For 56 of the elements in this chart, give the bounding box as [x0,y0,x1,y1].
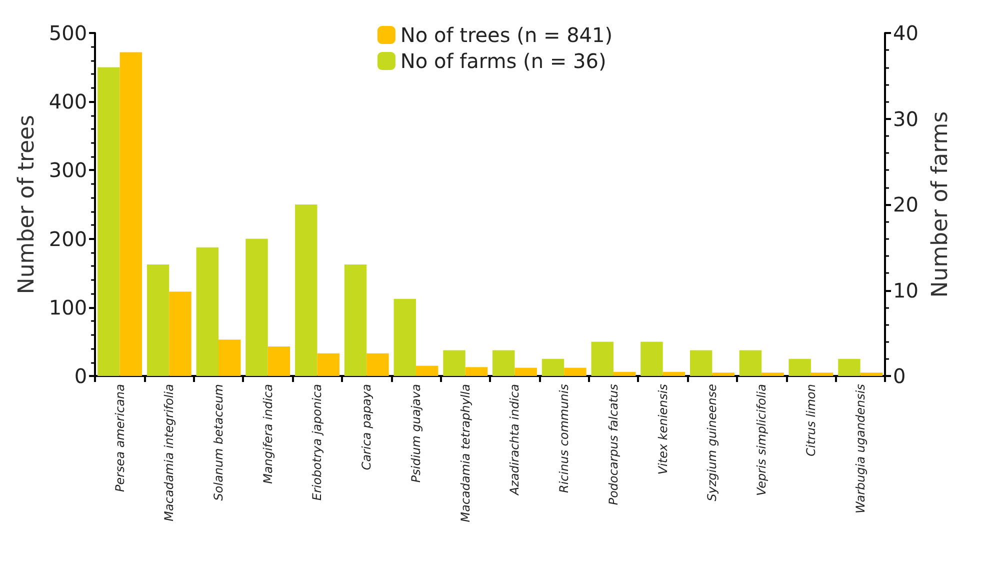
y-tick-label: 300 [48,158,88,182]
x-tick-label: Ricinus communis [557,384,572,493]
bar [788,358,811,376]
bar [860,372,883,376]
bar [218,340,241,376]
x-tick-label: Vitex keniensis [656,384,670,475]
y2-axis-title: Number of farms [928,111,953,298]
y2-tick-label: 20 [893,192,918,216]
x-tick-label: Solanum betaceum [212,384,226,501]
bar [492,350,515,376]
y-tick-label: 400 [48,90,88,114]
bar [317,353,340,376]
bar [416,366,438,376]
x-tick-label: Macadamia tetraphylla [458,384,472,522]
x-tick-label: Persea americana [112,384,127,492]
y2-tick-label: 0 [893,364,906,388]
bar [268,346,290,376]
x-tick-label: Macadamia integrifolia [162,384,176,522]
x-tick-label: Psidium guajava [408,384,423,483]
legend-label: No of trees (n = 841) [400,23,613,47]
bar [591,342,614,376]
bar [640,342,663,376]
bar [762,372,784,376]
bar [443,350,466,376]
bar [690,350,712,376]
bar [542,358,564,376]
x-tick-label: Warbugia ugandensis [853,384,868,514]
y-tick-label: 0 [74,364,88,388]
bar [838,358,860,376]
y-tick-label: 500 [48,21,88,45]
bar [739,350,762,376]
x-tick-label: Syzgium guineense [705,384,720,502]
bar [394,298,416,376]
y2-tick-label: 10 [893,278,918,302]
y-tick-label: 200 [48,226,88,251]
bar [662,372,686,376]
x-tick-label: Vepris simplicifolia [754,384,769,496]
bar [344,264,367,376]
x-tick-label: Podocarpus falcatus [606,384,620,506]
legend-label: No of farms (n = 36) [400,49,606,73]
x-tick-label: Citrus limon [804,384,818,456]
y2-tick-label: 40 [893,21,918,45]
x-tick-label: Carica papaya [360,384,374,470]
x-tick-label: Mangifera indica [260,384,275,484]
bar [810,372,834,376]
bar [246,238,268,376]
y-tick-label: 100 [48,295,88,320]
x-tick-label: Eriobotrya japonica [310,384,324,501]
x-tick-label: Azadirachta indica [508,384,522,496]
bar [712,372,734,376]
bar [613,372,636,376]
y-axis-title: Number of trees [14,114,40,294]
bar [366,353,389,376]
bar [196,247,218,376]
y2-tick-label: 30 [893,106,918,131]
bar [295,204,318,376]
